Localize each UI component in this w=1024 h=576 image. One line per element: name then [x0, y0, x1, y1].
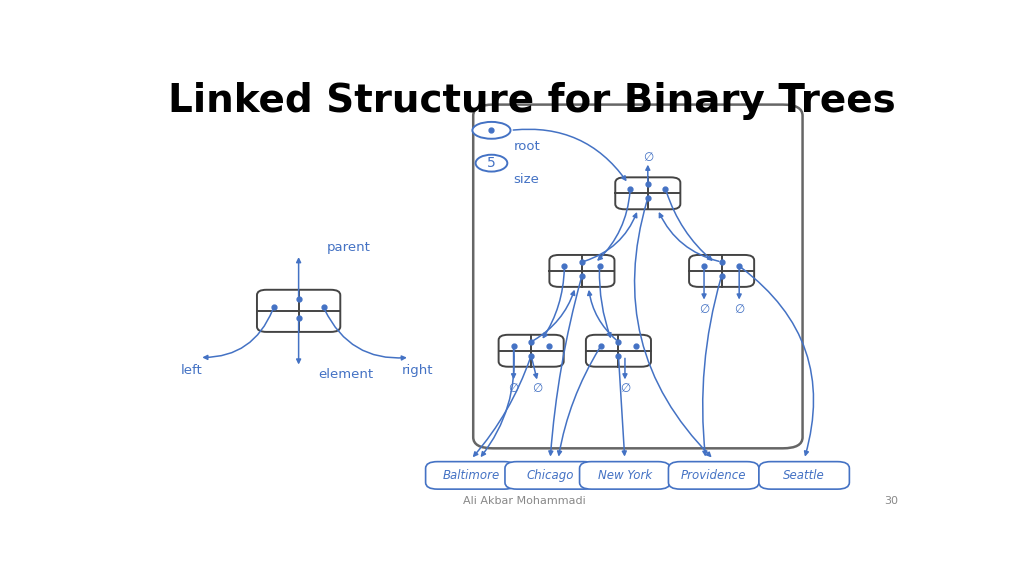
Ellipse shape [472, 122, 511, 139]
Text: right: right [401, 364, 433, 377]
FancyBboxPatch shape [610, 482, 639, 488]
FancyBboxPatch shape [580, 461, 670, 489]
Text: Seattle: Seattle [783, 469, 825, 482]
FancyBboxPatch shape [586, 335, 651, 367]
FancyBboxPatch shape [257, 290, 340, 332]
Text: left: left [180, 364, 203, 377]
FancyBboxPatch shape [536, 482, 564, 488]
Text: parent: parent [327, 241, 371, 254]
FancyBboxPatch shape [473, 105, 803, 448]
Text: ∅: ∅ [734, 302, 744, 316]
Text: Chicago: Chicago [526, 469, 573, 482]
Text: 30: 30 [884, 496, 898, 506]
Text: ∅: ∅ [532, 382, 543, 395]
FancyBboxPatch shape [615, 177, 680, 209]
Text: Ali Akbar Mohammadi: Ali Akbar Mohammadi [464, 496, 586, 506]
Text: ∅: ∅ [699, 302, 710, 316]
FancyBboxPatch shape [499, 335, 563, 367]
Text: ∅: ∅ [620, 382, 630, 395]
Text: size: size [514, 173, 540, 186]
Ellipse shape [475, 155, 507, 172]
FancyBboxPatch shape [426, 461, 516, 489]
Text: New York: New York [598, 469, 652, 482]
Text: ∅: ∅ [509, 382, 519, 395]
FancyBboxPatch shape [550, 255, 614, 287]
Text: element: element [318, 367, 374, 381]
Text: root: root [514, 140, 541, 153]
FancyBboxPatch shape [689, 255, 754, 287]
FancyBboxPatch shape [457, 482, 485, 488]
FancyBboxPatch shape [669, 461, 759, 489]
FancyBboxPatch shape [699, 482, 728, 488]
FancyBboxPatch shape [505, 461, 595, 489]
Text: Providence: Providence [681, 469, 746, 482]
Text: Baltimore: Baltimore [442, 469, 500, 482]
Text: 5: 5 [487, 156, 496, 170]
Text: ∅: ∅ [643, 151, 653, 164]
FancyBboxPatch shape [790, 482, 818, 488]
FancyBboxPatch shape [759, 461, 849, 489]
Text: Linked Structure for Binary Trees: Linked Structure for Binary Trees [168, 82, 895, 120]
